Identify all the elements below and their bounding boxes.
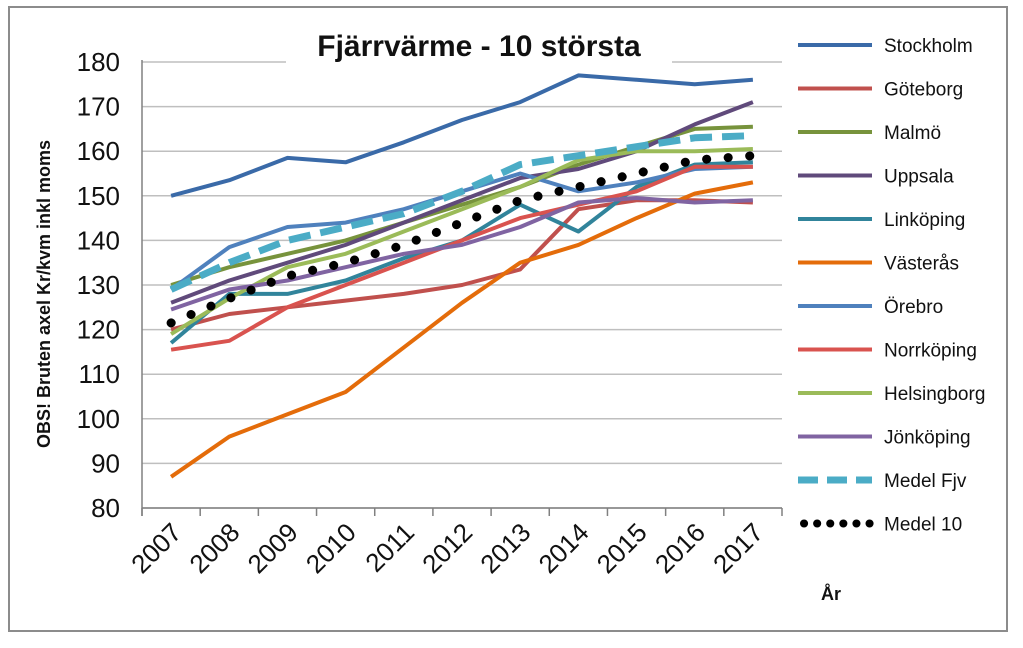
series-line-uppsala bbox=[170, 100, 754, 305]
y-tick-label: 180 bbox=[77, 47, 120, 77]
line-chart: 80 90 100 110 120 130 140 150 160 170 180 20072008… bbox=[34, 20, 985, 604]
legend-item-stockholm: Stockholm bbox=[798, 36, 973, 57]
series-line-norrkoping bbox=[170, 164, 753, 352]
x-tick-label: 2012 bbox=[416, 517, 478, 579]
axes bbox=[141, 60, 783, 516]
x-tick-label: 2015 bbox=[591, 517, 653, 579]
legend-item-malmo: Malmö bbox=[798, 123, 941, 144]
legend-item-vasteras: Västerås bbox=[798, 254, 959, 275]
legend-label: Medel Fjv bbox=[884, 471, 967, 492]
y-tick-label: 90 bbox=[91, 448, 120, 478]
x-tick-labels: 2007200820092010201120122013201420152016… bbox=[125, 517, 769, 579]
legend-label: Helsingborg bbox=[884, 384, 985, 405]
legend-item-norrkoping: Norrköping bbox=[798, 341, 977, 362]
y-tick-label: 140 bbox=[77, 225, 120, 255]
x-tick-label: 2009 bbox=[242, 517, 304, 579]
series-lines bbox=[166, 73, 758, 479]
legend: Stockholm Göteborg Malmö Uppsala Linköping Vä… bbox=[798, 36, 985, 536]
legend-item-goteborg: Göteborg bbox=[798, 80, 963, 101]
series-line-medel-fjv bbox=[169, 132, 754, 293]
series-line-medel-10 bbox=[166, 151, 758, 328]
series-line-vasteras bbox=[169, 180, 754, 479]
y-tick-label: 100 bbox=[77, 404, 120, 434]
y-tick-label: 160 bbox=[77, 136, 120, 166]
legend-label: Västerås bbox=[884, 254, 959, 275]
legend-item-helsingborg: Helsingborg bbox=[798, 384, 985, 405]
legend-item-linkoping: Linköping bbox=[798, 210, 965, 231]
y-tick-label: 150 bbox=[77, 181, 120, 211]
y-tick-label: 110 bbox=[79, 359, 120, 389]
x-tick-label: 2011 bbox=[359, 517, 420, 578]
legend-label: Medel 10 bbox=[884, 515, 962, 536]
y-tick-label: 170 bbox=[77, 92, 120, 122]
y-tick-label: 120 bbox=[77, 315, 120, 345]
x-tick-label: 2017 bbox=[707, 517, 769, 579]
legend-item-orebro: Örebro bbox=[798, 297, 943, 318]
x-tick-label: 2010 bbox=[300, 517, 362, 579]
legend-item-medel-10: Medel 10 bbox=[800, 515, 962, 536]
x-tick-label: 2008 bbox=[183, 517, 245, 579]
legend-label: Linköping bbox=[884, 210, 965, 231]
title-background bbox=[286, 20, 672, 70]
x-tick-label: 2014 bbox=[532, 517, 594, 579]
y-tick-labels: 80 90 100 110 120 130 140 150 160 170 180 bbox=[77, 47, 120, 523]
legend-label: Norrköping bbox=[884, 341, 977, 362]
legend-label: Göteborg bbox=[884, 80, 963, 101]
series-line-goteborg bbox=[170, 198, 753, 332]
legend-item-medel-fjv: Medel Fjv bbox=[798, 471, 967, 492]
legend-item-uppsala: Uppsala bbox=[798, 167, 954, 188]
legend-label: Malmö bbox=[884, 123, 941, 144]
chart-frame: 80 90 100 110 120 130 140 150 160 170 180 2007 2008… bbox=[8, 6, 1008, 632]
y-tick-label: 130 bbox=[77, 270, 120, 300]
legend-label: Stockholm bbox=[884, 36, 973, 57]
legend-label: Jönköping bbox=[884, 428, 971, 449]
x-axis-label: År bbox=[821, 584, 841, 604]
series-line-stockholm bbox=[170, 73, 754, 198]
legend-label: Örebro bbox=[884, 297, 943, 318]
x-tick-label: 2007 bbox=[125, 517, 187, 579]
y-tick-label: 80 bbox=[91, 493, 120, 523]
chart-title: Fjärrvärme - 10 största bbox=[317, 30, 641, 63]
y-axis-label: OBS! Bruten axel Kr/kvm inkl moms bbox=[34, 140, 54, 448]
x-tick-label: 2013 bbox=[474, 517, 536, 579]
series-line-helsingborg bbox=[170, 147, 753, 336]
legend-item-jonkoping: Jönköping bbox=[798, 428, 971, 449]
legend-label: Uppsala bbox=[884, 167, 954, 188]
x-tick-label: 2016 bbox=[649, 517, 711, 579]
